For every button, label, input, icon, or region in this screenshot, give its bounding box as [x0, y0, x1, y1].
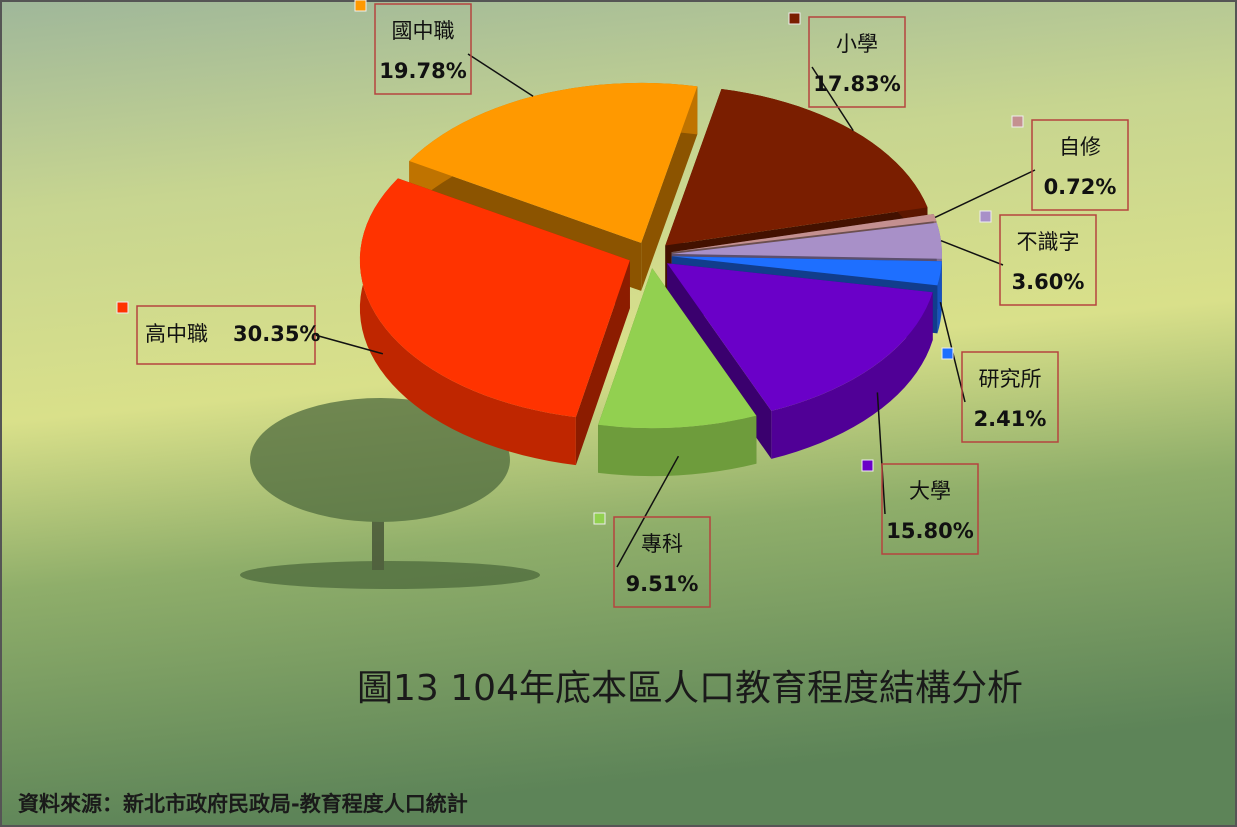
legend-swatch	[594, 513, 605, 524]
legend-swatch	[117, 302, 128, 313]
value-label: 3.60%	[1012, 270, 1085, 294]
legend-swatch	[980, 211, 991, 222]
category-label: 不識字	[1017, 230, 1080, 254]
value-label: 0.72%	[1044, 175, 1117, 199]
value-label: 2.41%	[974, 407, 1047, 431]
page: 圖13 104年底本區人口教育程度結構分析 資料來源：新北市政府民政局-教育程度…	[0, 0, 1237, 827]
legend-swatch	[355, 0, 366, 11]
category-label: 國中職	[392, 19, 455, 43]
category-label: 研究所	[979, 367, 1042, 391]
value-label: 15.80%	[886, 519, 973, 543]
legend-swatch	[1012, 116, 1023, 127]
chart-title: 圖13 104年底本區人口教育程度結構分析	[357, 668, 1023, 709]
category-label: 大學	[909, 479, 951, 503]
legend-swatch	[862, 460, 873, 471]
category-label: 高中職	[145, 322, 208, 346]
legend-swatch	[789, 13, 800, 24]
value-label: 30.35%	[233, 322, 320, 346]
legend-swatch	[942, 348, 953, 359]
category-label: 小學	[836, 32, 878, 56]
value-label: 17.83%	[813, 72, 900, 96]
category-label: 專科	[641, 532, 683, 556]
source-note: 資料來源：新北市政府民政局-教育程度人口統計	[18, 792, 468, 816]
chart: 圖13 104年底本區人口教育程度結構分析 資料來源：新北市政府民政局-教育程度…	[0, 0, 1237, 827]
value-label: 9.51%	[626, 572, 699, 596]
value-label: 19.78%	[379, 59, 466, 83]
category-label: 自修	[1059, 135, 1101, 159]
